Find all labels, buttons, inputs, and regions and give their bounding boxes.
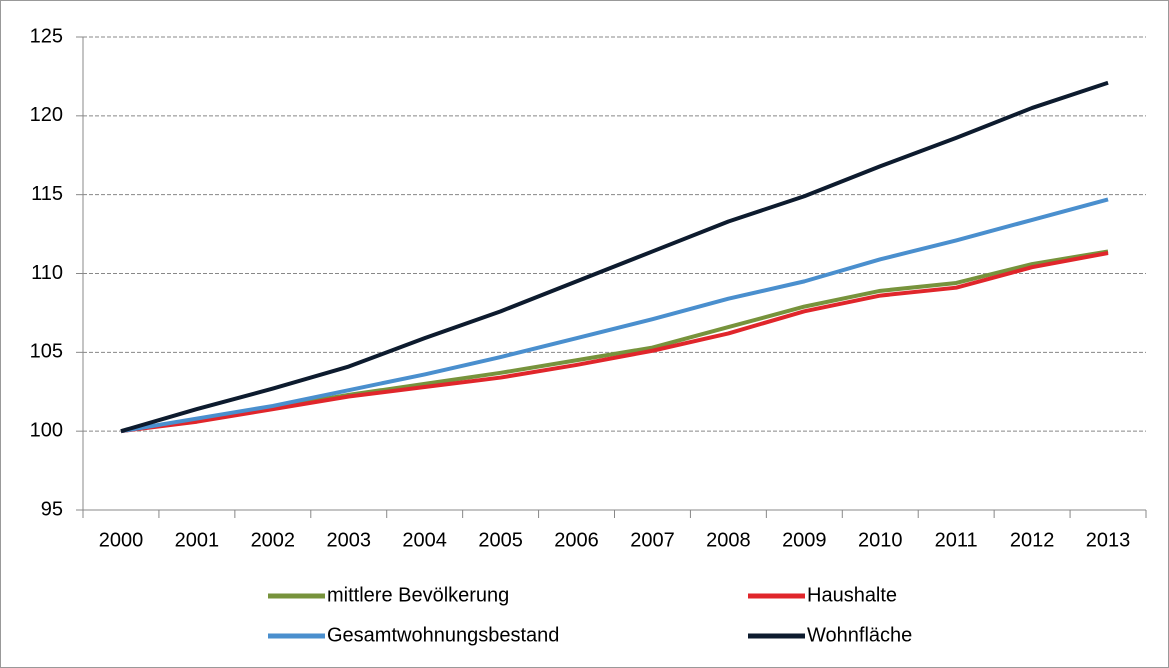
y-tick-label: 120 — [30, 104, 63, 126]
y-tick-label: 95 — [41, 498, 63, 520]
y-tick-label: 115 — [31, 183, 63, 205]
x-tick-label: 2006 — [554, 529, 599, 551]
y-tick-label: 100 — [30, 419, 63, 441]
y-tick-label: 125 — [30, 25, 63, 47]
legend-label: Wohnfläche — [807, 624, 912, 646]
legend-label: mittlere Bevölkerung — [327, 584, 509, 606]
x-tick-label: 2009 — [782, 529, 827, 551]
series-line — [120, 80, 1109, 434]
legend-label: Haushalte — [807, 584, 897, 606]
series-line — [120, 251, 1109, 434]
legend-label: Gesamtwohnungsbestand — [327, 624, 559, 646]
x-tick-label: 2003 — [327, 529, 372, 551]
x-tick-label: 2005 — [478, 529, 523, 551]
x-tick-label: 2012 — [1010, 529, 1055, 551]
x-tick-label: 2011 — [935, 529, 978, 551]
x-tick-label: 2008 — [706, 529, 751, 551]
x-tick-label: 2002 — [251, 529, 296, 551]
y-tick-label: 110 — [31, 262, 63, 284]
y-tick-label: 105 — [30, 341, 63, 363]
x-tick-label: 2010 — [858, 529, 903, 551]
x-tick-label: 2004 — [402, 529, 447, 551]
x-tick-label: 2007 — [630, 529, 675, 551]
series-line — [120, 197, 1109, 434]
x-tick-label: 2013 — [1086, 529, 1131, 551]
x-tick-label: 2001 — [175, 529, 220, 551]
x-tick-label: 2000 — [99, 529, 144, 551]
